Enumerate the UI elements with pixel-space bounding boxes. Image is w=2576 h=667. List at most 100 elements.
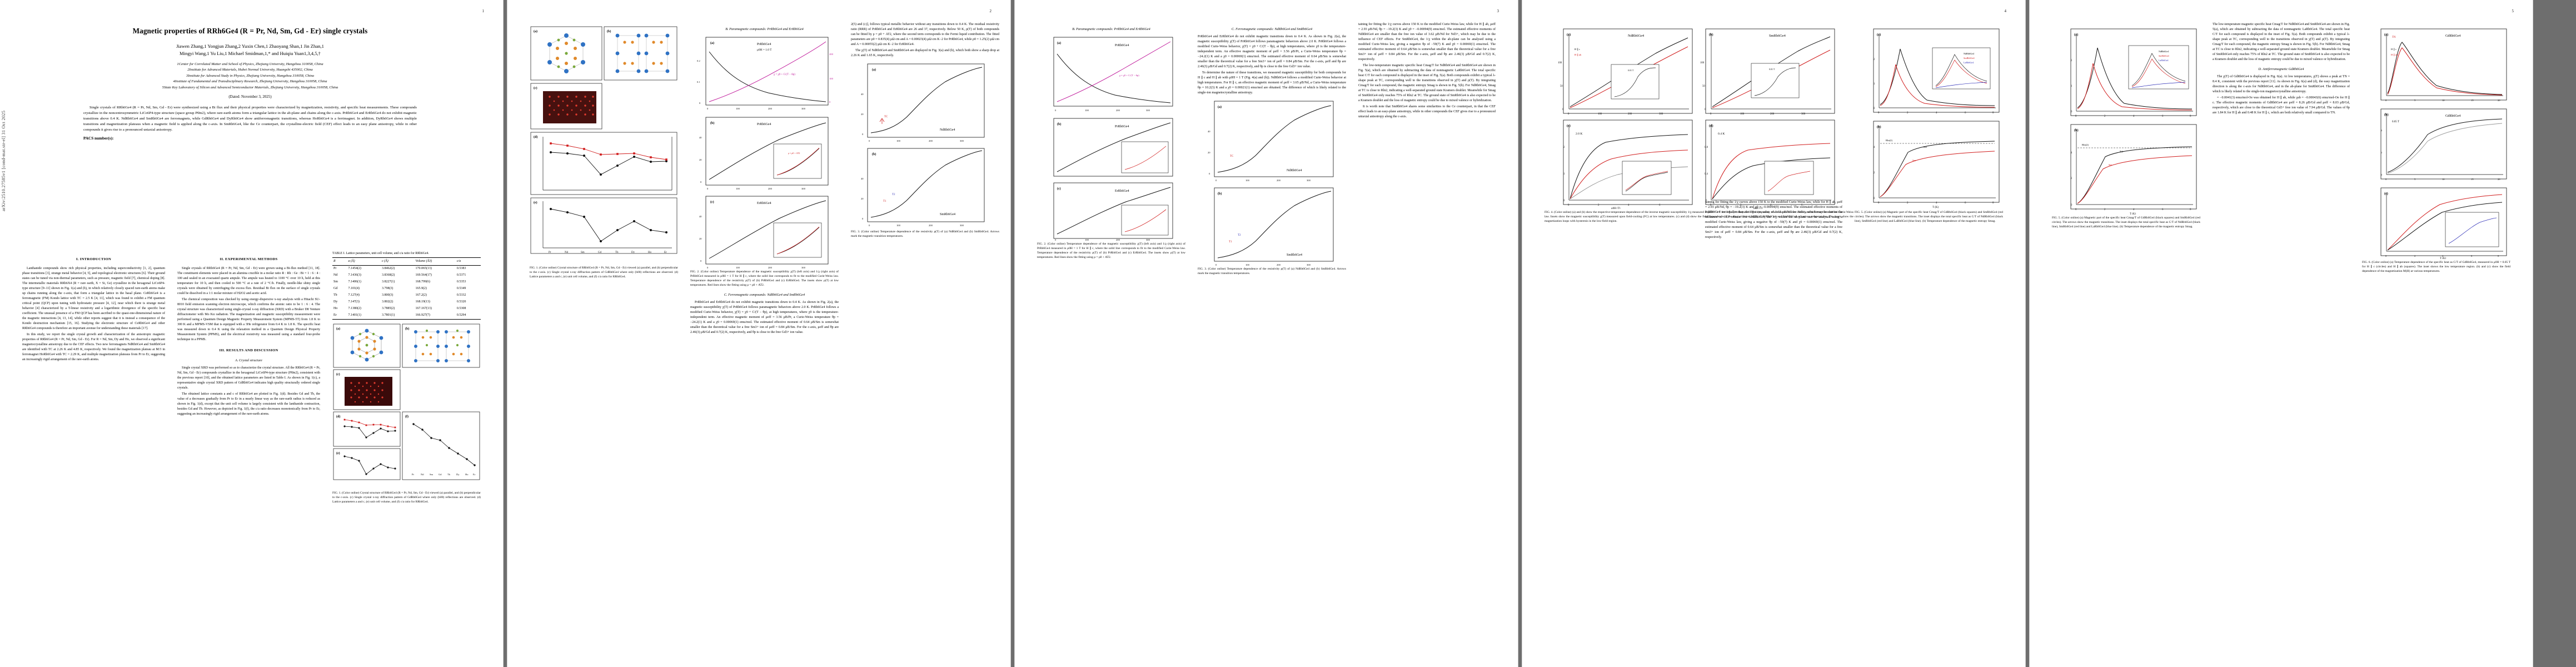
svg-text:0: 0 [1568, 113, 1569, 116]
table-row: Dy 7.147(3) 3.802(2) 168.19(13) 0.5320 [332, 299, 481, 306]
section-heading-results: III. RESULTS AND DISCUSSION [219, 348, 278, 352]
svg-text:8: 8 [1992, 112, 1994, 115]
svg-text:0: 0 [1878, 202, 1880, 205]
svg-text:0: 0 [862, 133, 864, 136]
page5-col2-paragraph-3: = −0.0041(3) emu/mol-Oe was obtained for… [2213, 96, 2350, 115]
svg-text:Sm: Sm [581, 251, 585, 254]
svg-text:0.8: 0.8 [1705, 146, 1708, 149]
svg-text:(a): (a) [2074, 33, 2078, 37]
svg-text:10: 10 [2442, 99, 2445, 102]
cell: 0.5332 [456, 293, 466, 297]
cell: 7.127(4) [348, 293, 360, 297]
figure-4-left-graphic: (a) PrRh6Ge4 χ = χ0 + C/(T − θp) 0 100 200… [1053, 37, 1173, 241]
svg-text:Gd: Gd [598, 251, 602, 254]
svg-text:μ0H = 1.0 T: μ0H = 1.0 T [757, 48, 772, 52]
svg-text:(c): (c) [1057, 187, 1061, 191]
svg-text:100: 100 [736, 107, 740, 110]
svg-text:200: 200 [768, 107, 773, 110]
cell: 166.927(7) [414, 312, 456, 320]
svg-text:Pr: Pr [549, 251, 551, 254]
svg-text:0: 0 [2075, 115, 2077, 118]
column-3: taining for fitting the 1/χ curves above… [1358, 22, 1496, 279]
svg-text:Rln(2): Rln(2) [1886, 139, 1892, 142]
svg-text:20: 20 [2498, 178, 2500, 181]
svg-text:4: 4 [2133, 115, 2135, 118]
svg-text:T1: T1 [883, 200, 886, 203]
svg-text:H ∥ c: H ∥ c [1575, 48, 1580, 51]
cell: 0.5353 [456, 280, 466, 284]
svg-text:SmRh6Ge4: SmRh6Ge4 [1769, 34, 1786, 38]
svg-text:2: 2 [1907, 112, 1909, 115]
svg-text:0: 0 [869, 224, 870, 227]
svg-text:PrRh6Ge4: PrRh6Ge4 [1115, 125, 1129, 128]
svg-text:100: 100 [1700, 62, 1705, 64]
svg-text:Rln(2): Rln(2) [2082, 143, 2089, 146]
svg-text:Er: Er [473, 473, 476, 476]
column-3: TABLE I. Lattice parameters, unit cell v… [332, 251, 481, 507]
svg-text:0: 0 [1705, 108, 1706, 111]
svg-text:200: 200 [1277, 263, 1281, 266]
svg-text:300: 300 [801, 107, 806, 110]
page-2-columns: (a) (b) (c) [530, 22, 999, 336]
svg-text:200: 200 [1770, 113, 1775, 116]
svg-text:μ0H (T): μ0H (T) [1753, 207, 1763, 209]
svg-text:0: 0 [1563, 200, 1565, 202]
arxiv-spine: arXiv:2510.27585v1 [cond-mat.str-el] 31 … [1, 110, 6, 211]
figure-2-graphic: (a) PrRh6Ge4 μ0H = 1.0 T χ = χ0 + C/(T −… [697, 37, 834, 268]
cell: 3.7801(1) [380, 312, 415, 320]
svg-text:1: 1 [1563, 173, 1565, 176]
table-1-header-row: R a (Å) c (Å) Volume (Å3) c/a [332, 257, 481, 266]
svg-text:6: 6 [2162, 208, 2164, 211]
svg-text:40: 40 [861, 177, 864, 180]
cell: Tb [333, 293, 337, 297]
svg-text:0: 0 [2075, 208, 2077, 211]
svg-text:40: 40 [699, 215, 702, 218]
svg-text:100: 100 [1085, 109, 1089, 112]
svg-text:4: 4 [2133, 208, 2135, 211]
figure-5-caption-2: FIG. 5. (Color online) (a) Magnetic part… [2052, 216, 2200, 228]
svg-text:0: 0 [2385, 255, 2387, 257]
svg-text:0.01 T: 0.01 T [1628, 69, 1634, 72]
column-1: (a) NdRh6Ge4 SmRh6Ge4 LaRh6Ge4 [2052, 22, 2200, 277]
svg-text:4: 4 [1936, 112, 1937, 115]
column-2: B. Paramagnetic compounds: PrRh6Ge4 and … [690, 22, 839, 336]
svg-text:(b): (b) [1057, 122, 1061, 126]
page-number-1: 1 [482, 9, 485, 13]
svg-text:0: 0 [829, 101, 831, 103]
svg-text:200: 200 [829, 53, 834, 56]
svg-text:Nd: Nd [2120, 150, 2123, 153]
svg-text:0: 0 [2381, 173, 2383, 176]
column-1: (a) NdRh6Ge4 0 100 200 300 0 50 100 0.01 T [1544, 22, 1853, 241]
page4-col2-paragraph: taining for fitting the 1/χ curves above… [1705, 201, 1842, 239]
svg-text:8: 8 [2498, 255, 2499, 257]
svg-text:TN: TN [2392, 36, 2396, 39]
svg-text:0.4: 0.4 [1705, 173, 1708, 176]
svg-text:(a): (a) [336, 327, 340, 331]
svg-text:100: 100 [1558, 62, 1562, 64]
svg-text:(f): (f) [405, 415, 408, 419]
table-1-body: Pr 7.1454(2) 3.8462(2) 170.065(13) 0.5383 Nd… [332, 265, 481, 320]
svg-text:(a): (a) [1877, 33, 1881, 37]
figure-1b-graphic: (a) (b) (c) [530, 26, 677, 254]
svg-text:300: 300 [1146, 238, 1150, 241]
svg-text:0: 0 [1878, 112, 1880, 115]
svg-text:Nd: Nd [1924, 146, 1927, 148]
author-line-2: Mingyi Wang,1 Yu Liu,1 Michael Smidman,1… [180, 50, 321, 56]
svg-text:300: 300 [960, 224, 964, 227]
page3-col3-paragraph-1: taining for fitting the 1/χ curves above… [1358, 23, 1496, 61]
figure-1: (a) (b) [332, 323, 481, 505]
svg-text:100: 100 [736, 266, 740, 268]
svg-text:(e): (e) [336, 451, 340, 455]
page2-col3-paragraph-2: The χ(T) of NdRh6Ge4 and SmRh6Ge4 are di… [851, 49, 999, 57]
svg-text:(e): (e) [534, 201, 537, 205]
svg-text:H ∥ ab: H ∥ ab [2391, 53, 2398, 57]
svg-text:H ∥ ab: H ∥ ab [1575, 53, 1582, 57]
column-2: C. Ferromagnetic compounds: NdRh6Ge4 and… [1198, 22, 1346, 279]
cell: 0.5383 [456, 267, 466, 271]
svg-text:Dy: Dy [631, 251, 635, 254]
subsection-heading-paramagnetic: B. Paramagnetic compounds: PrRh6Ge4 and … [725, 27, 804, 31]
figure-4-caption: FIG. 4. (Color online) (a) and (b) show … [1544, 211, 1853, 223]
svg-text:2: 2 [2071, 59, 2072, 62]
